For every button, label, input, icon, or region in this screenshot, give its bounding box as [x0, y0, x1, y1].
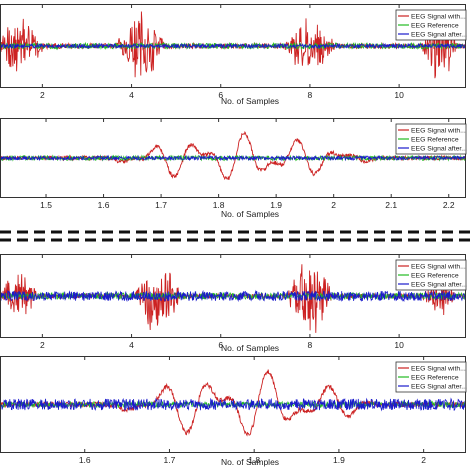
x-tick-label: 2 — [421, 455, 426, 465]
x-axis-label: No. of Samples — [221, 343, 279, 353]
legend-entry: EEG Signal after... — [411, 383, 467, 390]
x-tick-label: 1.9 — [333, 455, 345, 465]
series-line-filtered — [0, 42, 466, 50]
x-axis-label: No. of Samples — [221, 96, 279, 106]
x-tick-label: 10 — [394, 340, 404, 350]
x-tick-label: 8 — [308, 90, 313, 100]
x-tick-label: 4 — [129, 340, 134, 350]
legend-entry: EEG Signal with... — [411, 13, 466, 20]
trace-group — [0, 11, 466, 79]
x-tick-label: 1.5 — [40, 200, 52, 210]
legend: EEG Signal with... EEG Reference EEG Signa… — [395, 259, 467, 291]
plot-panel-2: 1.5 1.6 1.7 1.8 1.9 2 2.1 2.2 No. of Samples EEG … — [0, 118, 467, 219]
legend: EEG Signal with... EEG Reference EEG Signa… — [395, 123, 467, 155]
x-tick-label: 1.6 — [79, 455, 91, 465]
x-tick-label: 10 — [394, 90, 404, 100]
legend-entry: EEG Reference — [411, 272, 459, 279]
x-axis-label: No. of Samples — [221, 209, 279, 219]
trace-group — [0, 369, 466, 437]
x-tick-label: 1.7 — [164, 455, 176, 465]
legend: EEG Signal with... EEG Reference EEG Signa… — [395, 361, 467, 393]
series-line-filtered — [0, 289, 466, 303]
x-tick-label: 1.6 — [98, 200, 110, 210]
series-line-filtered — [0, 154, 466, 162]
x-tick-label: 1.7 — [155, 200, 167, 210]
legend: EEG Signal with... EEG Reference EEG Signa… — [395, 9, 467, 41]
series-line-filtered — [0, 397, 466, 412]
x-tick-label: 6 — [218, 90, 223, 100]
legend-entry: EEG Reference — [411, 22, 459, 29]
legend-entry: EEG Signal after... — [411, 145, 467, 152]
axes-frame — [0, 356, 466, 453]
x-tick-label: 2.1 — [385, 200, 397, 210]
axes-frame — [0, 118, 466, 198]
x-tick-label: 1.9 — [270, 200, 282, 210]
trace-group — [0, 264, 466, 333]
legend-entry: EEG Signal with... — [411, 263, 466, 270]
x-tick-label: 2 — [40, 90, 45, 100]
x-tick-label: 2 — [331, 200, 336, 210]
plot-panel-4: 1.6 1.7 1.8 1.9 2 No. of Samples EEG Signal wi… — [0, 356, 467, 467]
legend-entry: EEG Reference — [411, 136, 459, 143]
x-tick-label: 2.2 — [443, 200, 455, 210]
x-tick-label: 1.8 — [248, 455, 260, 465]
legend-entry: EEG Signal after... — [411, 31, 467, 38]
x-tick-label: 4 — [129, 90, 134, 100]
x-tick-label: 8 — [308, 340, 313, 350]
axes-frame — [0, 254, 466, 338]
legend-entry: EEG Signal with... — [411, 127, 466, 134]
x-tick-label: 2 — [40, 340, 45, 350]
trace-group — [0, 130, 466, 181]
legend-entry: EEG Signal after... — [411, 281, 467, 288]
x-axis-label: No. of Samples — [221, 457, 279, 467]
x-tick-label: 6 — [218, 340, 223, 350]
legend-entry: EEG Signal with... — [411, 365, 466, 372]
axes-frame — [0, 4, 466, 88]
x-tick-label: 1.8 — [213, 200, 225, 210]
legend-entry: EEG Reference — [411, 374, 459, 381]
